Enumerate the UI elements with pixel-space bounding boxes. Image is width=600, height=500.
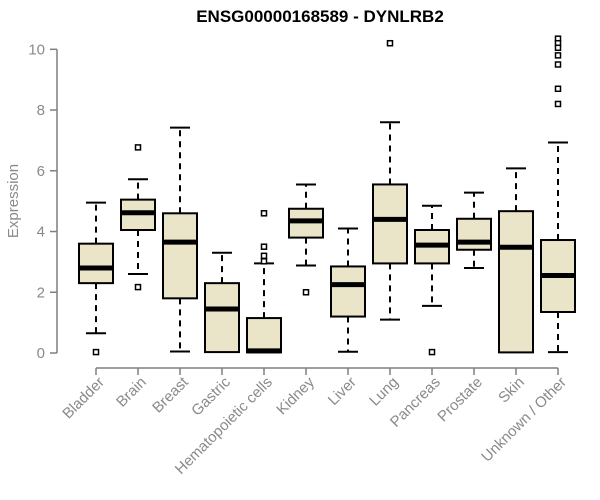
y-tick-label: 6: [37, 163, 45, 180]
outlier-point: [554, 100, 562, 108]
iqr-box: [456, 217, 492, 251]
outlier-point: [260, 210, 268, 217]
iqr-box: [330, 265, 366, 318]
x-tick-label-bladder: Bladder: [59, 374, 108, 423]
y-tick-label: 8: [37, 102, 45, 119]
x-tick-label-prostate: Prostate: [434, 374, 486, 426]
outlier-point: [386, 39, 394, 47]
iqr-box: [498, 210, 534, 354]
box-group-breast: [162, 126, 198, 353]
box-group-lung: [372, 39, 408, 321]
box-group-skin: [498, 167, 534, 354]
iqr-box: [204, 282, 240, 354]
box-group-pancreas: [414, 204, 450, 356]
box-group-liver: [330, 227, 366, 353]
box-group-unknown-other: [540, 35, 576, 354]
chart-title: ENSG00000168589 - DYNLRB2: [196, 7, 444, 26]
iqr-box: [162, 212, 198, 300]
outlier-point: [134, 144, 142, 151]
y-axis-label: Expression: [5, 164, 22, 238]
iqr-box: [78, 242, 114, 285]
outlier-point: [554, 85, 562, 93]
outlier-point: [302, 289, 310, 296]
outlier-point: [554, 44, 562, 52]
outlier-point: [134, 283, 142, 291]
box-group-brain: [120, 144, 156, 291]
box-group-bladder: [78, 201, 114, 356]
x-tick-label-liver: Liver: [325, 374, 360, 409]
outlier-point: [554, 61, 562, 68]
y-tick-label: 10: [28, 41, 45, 58]
outlier-point: [554, 52, 562, 59]
iqr-box: [246, 317, 282, 354]
y-tick-label: 4: [37, 224, 45, 241]
box-series: [78, 35, 576, 356]
y-tick-label: 2: [37, 284, 45, 301]
box-group-kidney: [288, 183, 324, 296]
outlier-point: [260, 252, 268, 260]
box-group-hematopoietic-cells: [246, 210, 282, 354]
iqr-box: [372, 183, 408, 265]
box-group-gastric: [204, 251, 240, 354]
x-tick-label-breast: Breast: [149, 373, 192, 416]
x-tick-label-kidney: Kidney: [273, 373, 318, 418]
outlier-point: [260, 243, 268, 250]
box-group-prostate: [456, 191, 492, 269]
outlier-point: [260, 258, 268, 265]
outlier-point: [92, 348, 100, 356]
x-tick-label-lung: Lung: [366, 374, 402, 410]
x-tick-label-skin: Skin: [495, 374, 528, 407]
x-tick-label-brain: Brain: [113, 374, 150, 411]
y-tick-label: 0: [37, 345, 45, 362]
outlier-point: [428, 348, 436, 356]
